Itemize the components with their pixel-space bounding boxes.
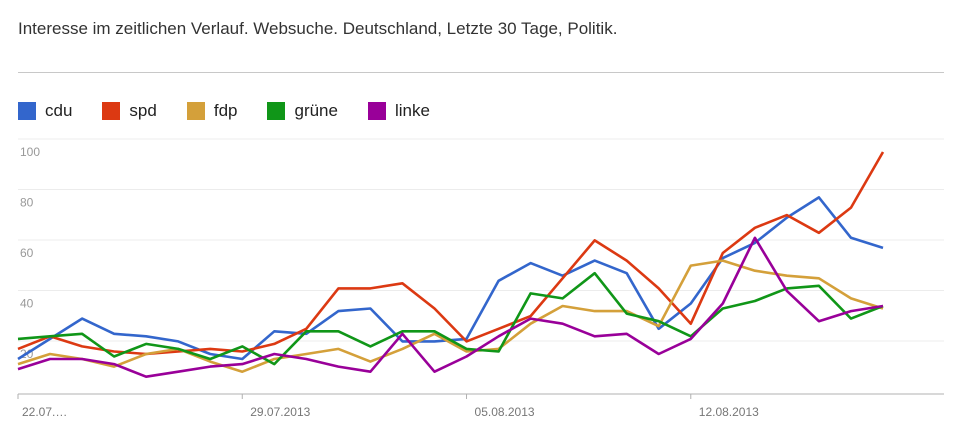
legend-label: cdu — [45, 101, 73, 120]
legend-item-grüne[interactable]: grüne — [267, 101, 338, 121]
y-tick-label: 80 — [20, 196, 34, 210]
legend-swatch — [18, 102, 36, 120]
series-line-cdu[interactable] — [17, 196, 884, 361]
series-line-linke[interactable] — [17, 236, 884, 379]
legend-swatch — [186, 102, 205, 120]
y-tick-label: 100 — [20, 145, 40, 159]
series-line-spd[interactable] — [17, 151, 885, 356]
y-tick-label: 60 — [20, 246, 34, 260]
legend-swatch — [102, 102, 121, 120]
legend: cdu spd fdp grüne linke — [18, 101, 460, 121]
divider — [18, 72, 944, 73]
legend-item-linke[interactable]: linke — [367, 101, 430, 121]
legend-label: grüne — [294, 101, 338, 120]
x-tick-label: 12.08.2013 — [699, 405, 759, 419]
x-tick-label: 05.08.2013 — [475, 405, 535, 419]
legend-item-cdu[interactable]: cdu — [18, 101, 72, 121]
legend-swatch — [267, 102, 286, 120]
legend-label: linke — [394, 101, 430, 120]
chart-title: Interesse im zeitlichen Verlauf. Websuch… — [18, 19, 618, 38]
series-line-grüne[interactable] — [17, 271, 884, 366]
legend-label: spd — [129, 101, 157, 120]
y-tick-label: 40 — [20, 297, 34, 311]
legend-label: fdp — [213, 101, 238, 120]
x-tick-label: 22.07.… — [22, 405, 67, 419]
legend-item-fdp[interactable]: fdp — [186, 101, 238, 121]
series-line-fdp[interactable] — [17, 259, 884, 374]
x-tick-label: 29.07.2013 — [250, 405, 310, 419]
legend-swatch — [367, 102, 386, 120]
legend-item-spd[interactable]: spd — [102, 101, 157, 121]
